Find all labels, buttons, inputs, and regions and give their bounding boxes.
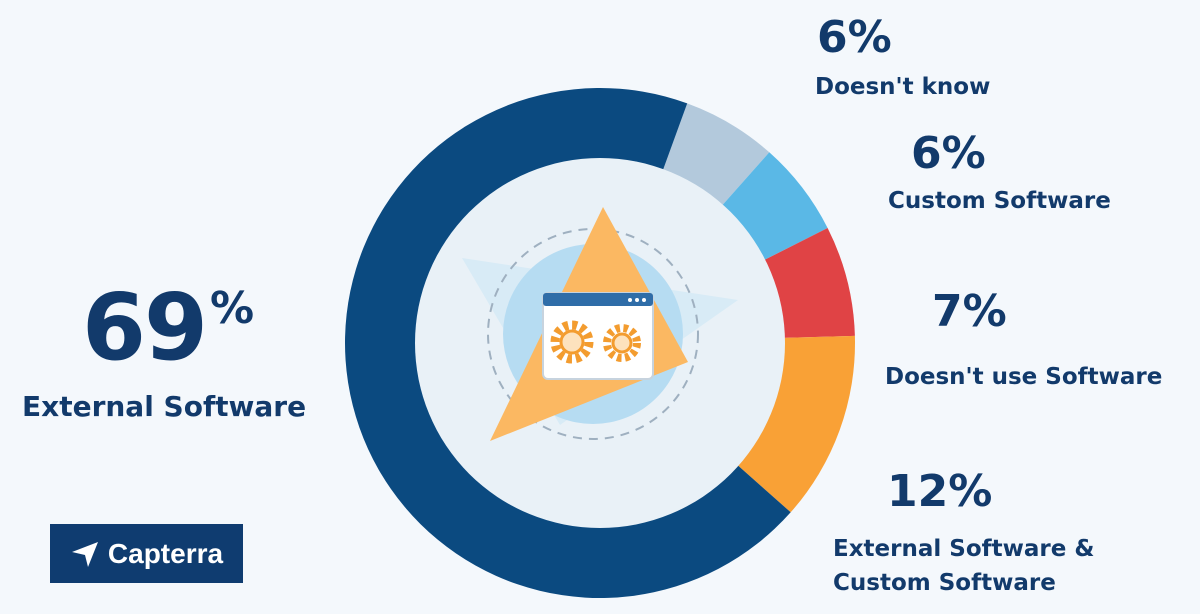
external-software-label: External Software bbox=[22, 390, 307, 423]
doesnt-know-label: Doesn't know bbox=[815, 74, 991, 100]
external-and-custom-label-line1: External Software & bbox=[833, 536, 1095, 562]
doesnt-use-software-percent: 7% bbox=[932, 286, 1007, 337]
browser-window-with-gears-icon bbox=[542, 292, 654, 380]
external-and-custom-percent: 12% bbox=[887, 466, 993, 517]
external-software-percent: 69% bbox=[82, 282, 254, 374]
custom-software-label: Custom Software bbox=[888, 188, 1111, 214]
capterra-logo: Capterra bbox=[50, 524, 243, 583]
external-software-number: 69 bbox=[82, 274, 208, 381]
custom-software-percent: 6% bbox=[911, 128, 986, 179]
doesnt-use-software-label: Doesn't use Software bbox=[885, 364, 1163, 390]
capterra-arrow-icon bbox=[71, 541, 98, 567]
external-software-percent-sign: % bbox=[210, 283, 255, 334]
capterra-logo-text: Capterra bbox=[107, 537, 224, 569]
center-dashed-ring bbox=[487, 228, 699, 440]
doesnt-know-percent: 6% bbox=[817, 12, 892, 63]
external-and-custom-label-line2: Custom Software bbox=[833, 570, 1056, 596]
center-illustration bbox=[462, 207, 738, 441]
